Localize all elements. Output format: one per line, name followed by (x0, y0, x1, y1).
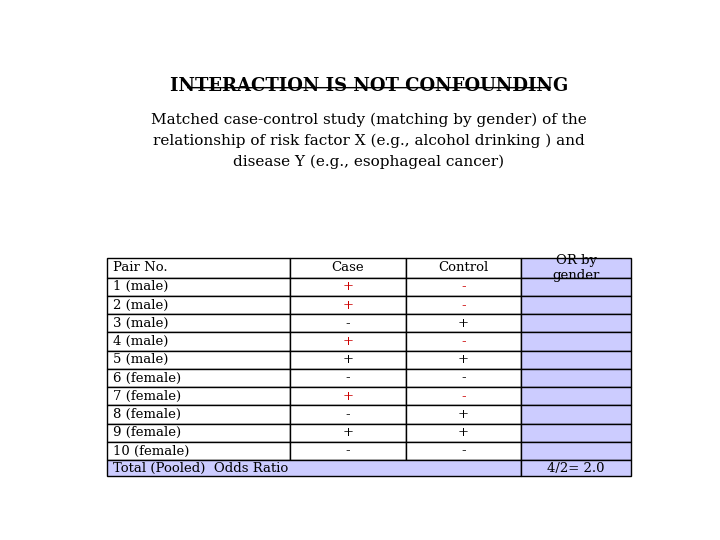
Bar (107, 423, 290, 442)
Text: 3 (male): 3 (male) (114, 317, 169, 330)
Text: OR by
gender: OR by gender (552, 254, 600, 282)
Text: +: + (458, 426, 469, 439)
Bar (107, 258, 290, 278)
Bar (405, 350, 521, 369)
Bar (521, 278, 631, 296)
Text: Case: Case (332, 261, 364, 274)
Bar (405, 258, 521, 278)
Bar (521, 387, 631, 406)
Bar (405, 423, 521, 442)
Text: 4 (male): 4 (male) (114, 335, 168, 348)
Bar (107, 387, 290, 406)
Bar (405, 387, 521, 406)
Bar (290, 423, 405, 442)
Bar (521, 350, 631, 369)
Text: 9 (female): 9 (female) (114, 426, 181, 439)
Bar (405, 333, 521, 350)
Text: -: - (461, 280, 466, 293)
Bar (290, 258, 405, 278)
Text: -: - (346, 408, 351, 421)
Bar (521, 460, 631, 476)
Text: 2 (male): 2 (male) (114, 299, 168, 312)
Bar (290, 350, 405, 369)
Bar (107, 350, 290, 369)
Bar (290, 333, 405, 350)
Text: 7 (female): 7 (female) (114, 390, 181, 403)
Bar (290, 406, 405, 423)
Bar (107, 406, 290, 423)
Text: +: + (343, 390, 354, 403)
Text: +: + (458, 408, 469, 421)
Text: +: + (343, 353, 354, 366)
Text: 10 (female): 10 (female) (114, 444, 190, 457)
Text: -: - (346, 444, 351, 457)
Bar (290, 314, 405, 333)
Text: +: + (343, 335, 354, 348)
Bar (405, 314, 521, 333)
Bar (521, 333, 631, 350)
Text: +: + (343, 280, 354, 293)
Text: -: - (461, 372, 466, 384)
Bar (405, 406, 521, 423)
Text: +: + (458, 353, 469, 366)
Text: -: - (461, 444, 466, 457)
Text: Pair No.: Pair No. (114, 261, 168, 274)
Bar (405, 442, 521, 460)
Text: Control: Control (438, 261, 489, 274)
Text: -: - (461, 335, 466, 348)
Text: 5 (male): 5 (male) (114, 353, 168, 366)
Text: 6 (female): 6 (female) (114, 372, 181, 384)
Bar (290, 387, 405, 406)
Bar (521, 369, 631, 387)
Bar (107, 314, 290, 333)
Bar (521, 442, 631, 460)
Bar (107, 278, 290, 296)
Bar (107, 460, 521, 476)
Bar (290, 442, 405, 460)
Bar (405, 296, 521, 314)
Bar (405, 278, 521, 296)
Text: +: + (458, 317, 469, 330)
Bar (405, 369, 521, 387)
Bar (107, 442, 290, 460)
Bar (521, 314, 631, 333)
Bar (290, 296, 405, 314)
Bar (290, 278, 405, 296)
Bar (107, 296, 290, 314)
Bar (521, 406, 631, 423)
Bar (521, 423, 631, 442)
Bar (107, 333, 290, 350)
Text: +: + (343, 426, 354, 439)
Text: -: - (346, 317, 351, 330)
Bar (290, 369, 405, 387)
Bar (107, 369, 290, 387)
Text: +: + (343, 299, 354, 312)
Bar (521, 296, 631, 314)
Text: Matched case-control study (matching by gender) of the
relationship of risk fact: Matched case-control study (matching by … (151, 113, 587, 170)
Text: Total (Pooled)  Odds Ratio: Total (Pooled) Odds Ratio (114, 462, 289, 475)
Text: -: - (461, 299, 466, 312)
Text: -: - (346, 372, 351, 384)
Text: 1 (male): 1 (male) (114, 280, 168, 293)
Text: 4/2= 2.0: 4/2= 2.0 (547, 462, 605, 475)
Text: -: - (461, 390, 466, 403)
Text: 8 (female): 8 (female) (114, 408, 181, 421)
Text: INTERACTION IS NOT CONFOUNDING: INTERACTION IS NOT CONFOUNDING (170, 77, 568, 95)
Bar (521, 258, 631, 278)
